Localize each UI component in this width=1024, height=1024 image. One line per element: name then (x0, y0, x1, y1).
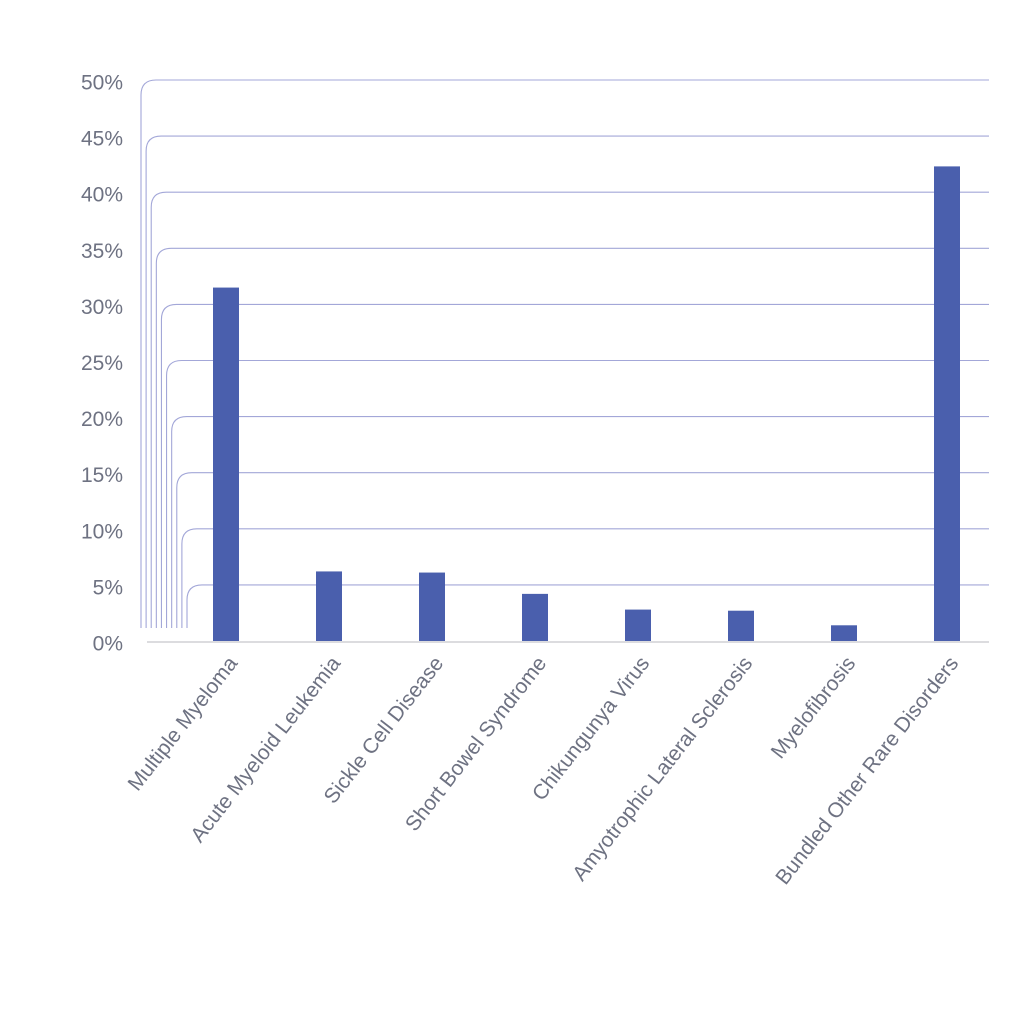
bar (419, 572, 445, 641)
y-tick-label: 35% (81, 240, 123, 263)
y-tick-label: 0% (93, 633, 123, 656)
y-tick-label: 30% (81, 296, 123, 319)
x-tick-label: Amyotrophic Lateral Sclerosis (568, 652, 757, 885)
x-tick-label: Chikungunya Virus (528, 652, 654, 805)
bar (728, 610, 754, 641)
y-tick-label: 20% (81, 408, 123, 431)
bar (522, 593, 548, 641)
x-tick-label: Myelofibrosis (767, 652, 861, 763)
grid-line (176, 472, 989, 628)
grid-line (140, 79, 989, 628)
y-tick-label: 10% (81, 520, 123, 543)
bar (213, 287, 239, 641)
grid-line (166, 359, 989, 628)
bar (316, 571, 342, 641)
x-tick-label: Bundled Other Rare Disorders (771, 652, 963, 889)
y-tick-label: 25% (81, 352, 123, 375)
bar (625, 609, 651, 641)
grid-line (186, 584, 989, 628)
x-tick-label: Multiple Myeloma (124, 652, 243, 795)
bar (934, 166, 960, 642)
y-tick-label: 45% (81, 128, 123, 151)
grid-line (145, 135, 989, 628)
bar (831, 625, 857, 641)
y-tick-label: 40% (81, 184, 123, 207)
y-tick-label: 50% (81, 72, 123, 95)
grid-line (171, 416, 989, 628)
y-tick-label: 15% (81, 464, 123, 487)
grid-line (155, 247, 989, 628)
y-tick-label: 5% (93, 576, 123, 599)
grid-line (160, 303, 989, 628)
grid-line (181, 528, 989, 628)
grid-line (150, 191, 989, 628)
